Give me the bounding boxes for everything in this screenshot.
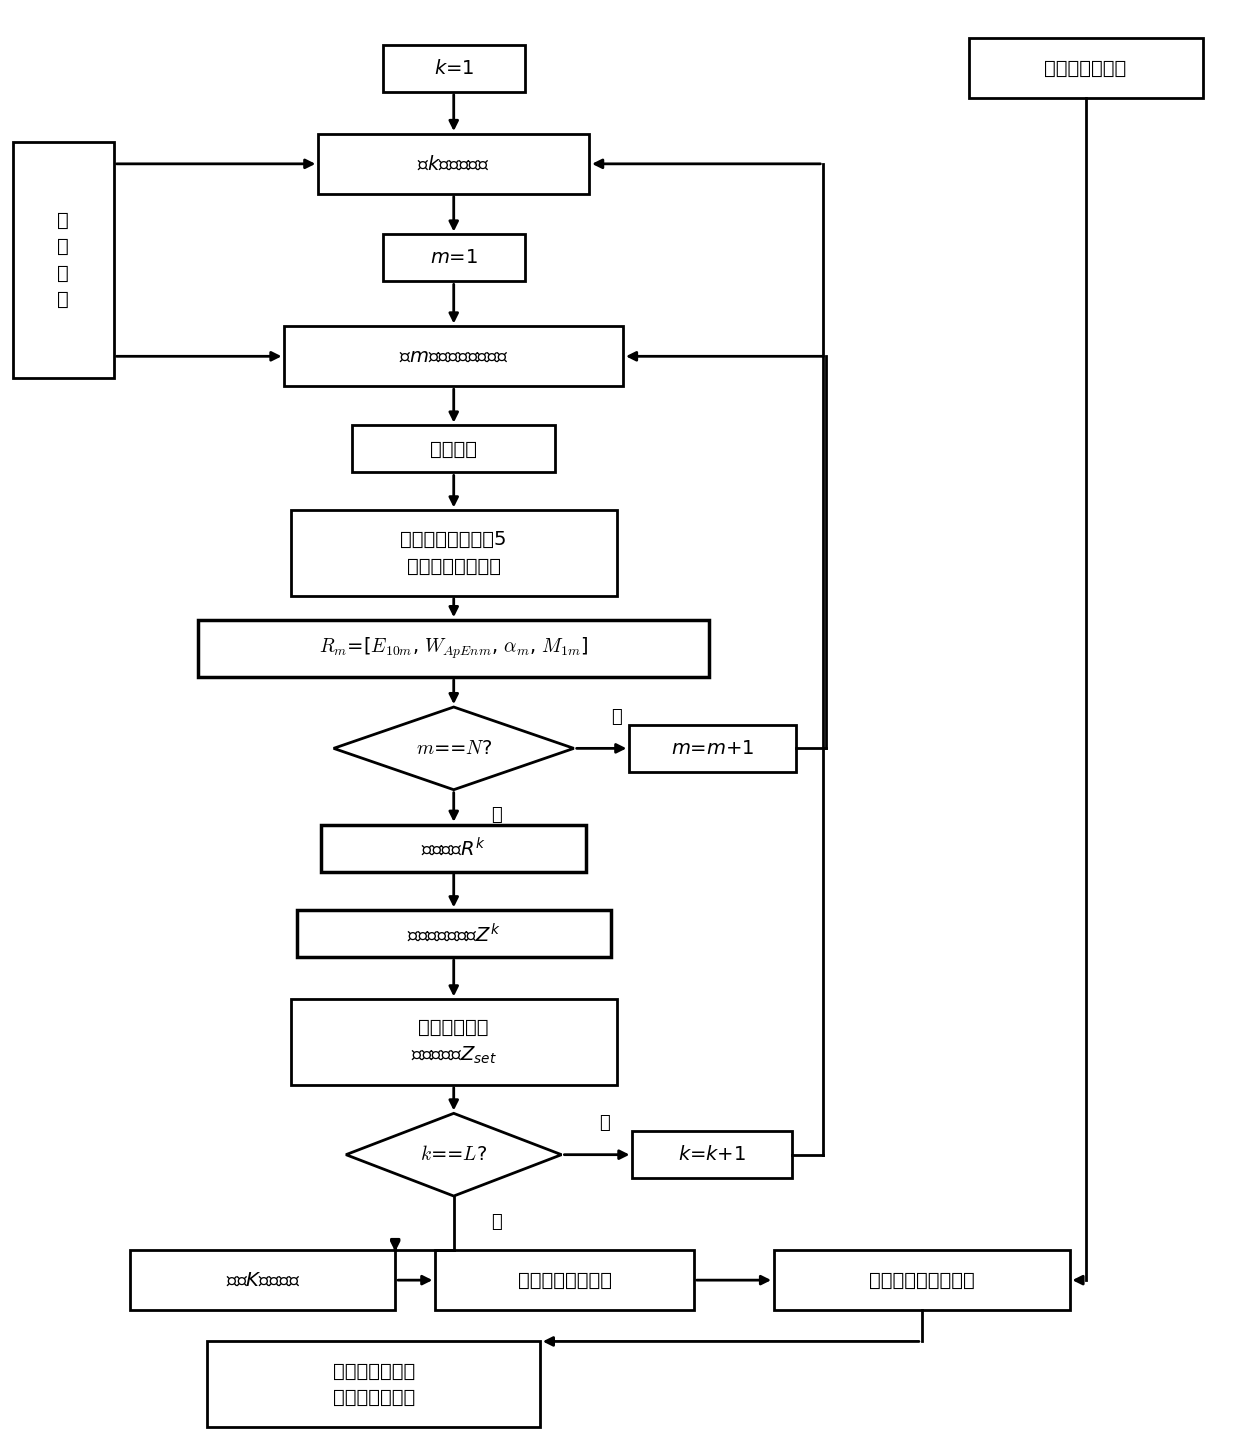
Text: $m$=1: $m$=1: [430, 248, 477, 267]
FancyBboxPatch shape: [130, 1250, 396, 1311]
FancyBboxPatch shape: [296, 911, 611, 958]
FancyBboxPatch shape: [629, 724, 796, 771]
Text: $\boldsymbol{R_{m}}$=[$E_{10m}$, $W_{ApEnm}$, $\alpha_m$, $M_{1m}$]: $\boldsymbol{R_{m}}$=[$E_{10m}$, $W_{ApE…: [319, 635, 589, 661]
Polygon shape: [334, 707, 574, 790]
Text: 待定位故障样本: 待定位故障样本: [1044, 59, 1127, 77]
Text: 历
史
数
据: 历 史 数 据: [57, 211, 69, 310]
Text: 随机矩阵特征值$\boldsymbol{Z^k}$: 随机矩阵特征值$\boldsymbol{Z^k}$: [407, 922, 501, 945]
Text: 是: 是: [491, 806, 502, 825]
FancyBboxPatch shape: [383, 234, 525, 281]
FancyBboxPatch shape: [284, 327, 622, 386]
FancyBboxPatch shape: [319, 133, 589, 194]
FancyBboxPatch shape: [198, 619, 709, 677]
FancyBboxPatch shape: [435, 1250, 694, 1311]
FancyBboxPatch shape: [290, 999, 618, 1086]
Text: 第$k$个故障样本: 第$k$个故障样本: [418, 155, 490, 174]
Text: 加入故障样本
特征值集合$Z_{set}$: 加入故障样本 特征值集合$Z_{set}$: [410, 1018, 497, 1067]
Text: 拓扑矩阵$\boldsymbol{R^k}$: 拓扑矩阵$\boldsymbol{R^k}$: [422, 836, 486, 859]
FancyBboxPatch shape: [290, 511, 618, 595]
Text: 计算与各中心的距离: 计算与各中心的距离: [869, 1271, 975, 1289]
FancyBboxPatch shape: [383, 44, 525, 92]
Text: $k$==$L$?: $k$==$L$?: [420, 1146, 487, 1164]
Text: 改进$K$均值聚类: 改进$K$均值聚类: [226, 1271, 300, 1289]
FancyBboxPatch shape: [12, 142, 114, 377]
Text: 输出距离最近的
中心对应的区段: 输出距离最近的 中心对应的区段: [332, 1361, 415, 1407]
Text: $k$=1: $k$=1: [434, 59, 474, 77]
FancyBboxPatch shape: [321, 825, 587, 872]
FancyBboxPatch shape: [774, 1250, 1070, 1311]
Text: $m$==$N$?: $m$==$N$?: [415, 739, 492, 757]
Text: 否: 否: [611, 708, 622, 726]
FancyBboxPatch shape: [968, 39, 1203, 99]
Text: 第$m$个录波器波形数据: 第$m$个录波器波形数据: [399, 347, 508, 366]
Text: 是: 是: [491, 1213, 502, 1230]
FancyBboxPatch shape: [352, 426, 556, 472]
FancyBboxPatch shape: [207, 1341, 539, 1427]
Text: $k$=$k$+1: $k$=$k$+1: [678, 1146, 746, 1164]
FancyBboxPatch shape: [632, 1131, 792, 1179]
Text: 最终的聚类中心点: 最终的聚类中心点: [517, 1271, 611, 1289]
Text: 否: 否: [599, 1114, 610, 1133]
Polygon shape: [346, 1113, 562, 1196]
Text: 故障相故障前后各5
个周波的电流波形: 故障相故障前后各5 个周波的电流波形: [401, 531, 507, 576]
Text: 相模变换: 相模变换: [430, 439, 477, 459]
Text: $m$=$m$+1: $m$=$m$+1: [671, 739, 754, 757]
